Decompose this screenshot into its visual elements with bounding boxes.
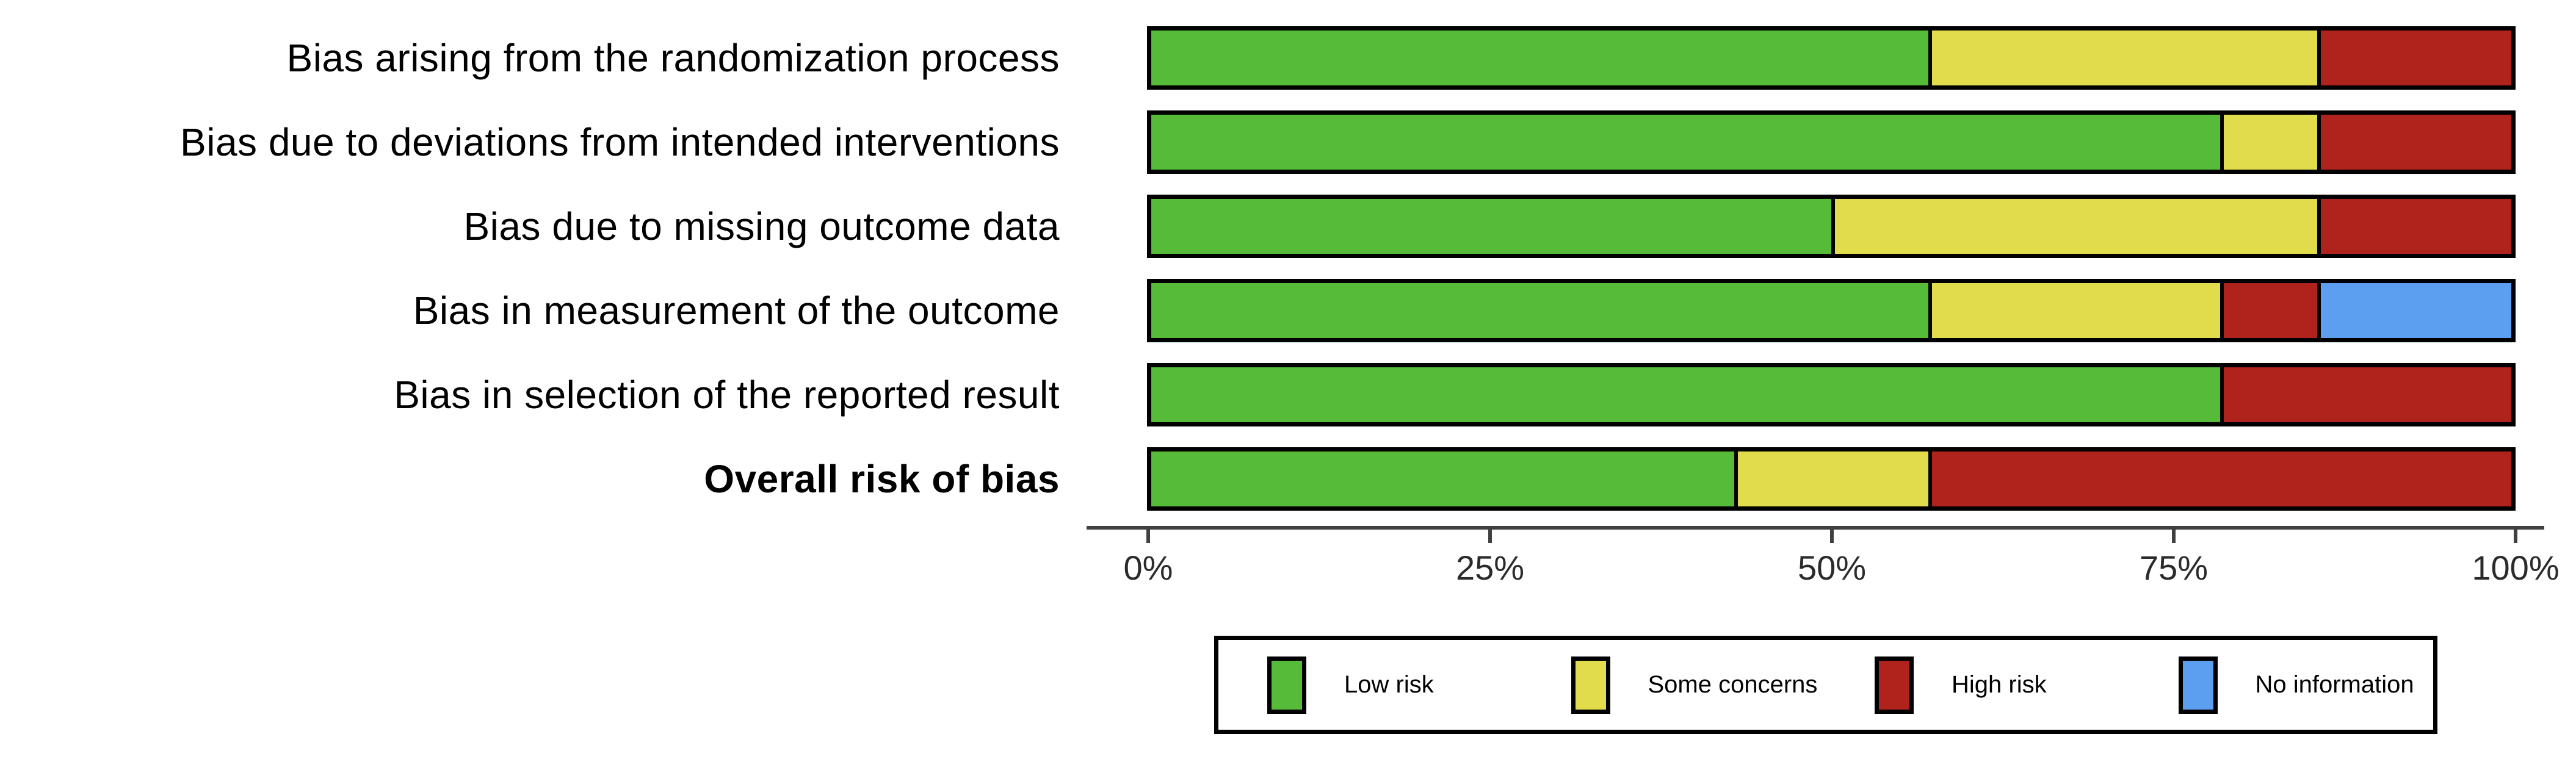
legend-label: High risk	[1952, 671, 2047, 698]
legend-box: Low risk Some concerns High risk No informa…	[1214, 636, 2437, 734]
segment-high-risk	[2317, 31, 2511, 85]
tick-label: 0%	[1123, 549, 1173, 587]
legend-swatch-no-information	[2178, 656, 2218, 714]
legend-swatch-low-risk	[1267, 656, 1306, 714]
category-label: Bias due to missing outcome data	[463, 204, 1060, 248]
tick-mark	[1488, 530, 1492, 543]
segment-high-risk	[2317, 199, 2511, 254]
segment-high-risk	[2220, 367, 2511, 422]
legend-swatch-some-concerns	[1571, 656, 1610, 714]
category-label: Bias in selection of the reported result	[394, 373, 1060, 417]
stacked-bar	[1147, 363, 2516, 426]
stacked-bar	[1147, 26, 2516, 90]
tick-label: 50%	[1797, 549, 1867, 587]
segment-low-risk	[1151, 451, 1734, 506]
legend-label: Low risk	[1344, 671, 1434, 698]
category-label: Bias in measurement of the outcome	[413, 289, 1060, 333]
segment-some-concerns	[1928, 31, 2317, 85]
segment-some-concerns	[1928, 283, 2220, 338]
category-label: Overall risk of bias	[704, 457, 1060, 501]
tick-mark	[2172, 530, 2176, 543]
segment-some-concerns	[1831, 199, 2317, 254]
legend-item-low-risk: Low risk	[1218, 656, 1522, 714]
segment-high-risk	[2220, 283, 2317, 338]
segment-low-risk	[1151, 115, 2220, 170]
chart-row: Bias due to missing outcome data	[0, 195, 2576, 258]
segment-high-risk	[1928, 451, 2511, 506]
chart-row: Overall risk of bias	[0, 447, 2576, 511]
category-label: Bias due to deviations from intended int…	[180, 120, 1060, 164]
legend-label: No information	[2255, 671, 2414, 698]
chart-row: Bias in selection of the reported result	[0, 363, 2576, 426]
tick-mark	[1146, 530, 1150, 543]
legend-item-no-information: No information	[2130, 656, 2434, 714]
legend-item-some-concerns: Some concerns	[1522, 656, 1826, 714]
stacked-bar	[1147, 279, 2516, 342]
segment-some-concerns	[1734, 451, 1929, 506]
segment-some-concerns	[2220, 115, 2317, 170]
x-axis-line	[1087, 526, 2544, 530]
segment-low-risk	[1151, 199, 1831, 254]
segment-no-information	[2317, 283, 2511, 338]
chart-row: Bias due to deviations from intended int…	[0, 110, 2576, 174]
legend-swatch-high-risk	[1875, 656, 1914, 714]
tick-label: 25%	[1455, 549, 1525, 587]
tick-label: 100%	[2472, 549, 2560, 587]
segment-low-risk	[1151, 31, 1929, 85]
legend-label: Some concerns	[1648, 671, 1818, 698]
tick-mark	[1830, 530, 1834, 543]
legend-item-high-risk: High risk	[1826, 656, 2130, 714]
chart-row: Bias arising from the randomization proc…	[0, 26, 2576, 90]
tick-label: 75%	[2139, 549, 2209, 587]
segment-high-risk	[2317, 115, 2511, 170]
segment-low-risk	[1151, 283, 1929, 338]
category-label: Bias arising from the randomization proc…	[286, 36, 1060, 80]
tick-mark	[2514, 530, 2517, 543]
stacked-bar	[1147, 195, 2516, 258]
segment-low-risk	[1151, 367, 2220, 422]
chart-row: Bias in measurement of the outcome	[0, 279, 2576, 342]
stacked-bar	[1147, 447, 2516, 511]
stacked-bar	[1147, 110, 2516, 174]
